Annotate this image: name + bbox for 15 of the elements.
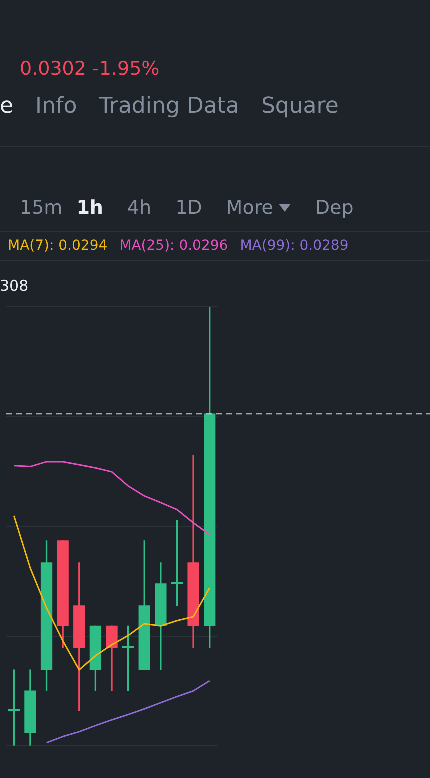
text: 308 <box>0 277 29 295</box>
text: 1h <box>76 197 104 219</box>
text: 1D <box>176 197 202 219</box>
text: 15m <box>20 197 63 219</box>
text: Info <box>36 94 78 121</box>
text: Trading Data <box>99 94 240 121</box>
text: MA(7): 0.0294 <box>8 238 108 254</box>
text: MA(99): 0.0289 <box>240 238 349 254</box>
text: e <box>0 94 14 121</box>
text: 4h <box>127 197 152 219</box>
text: Square <box>261 94 339 121</box>
text: More <box>226 197 274 219</box>
text: Dep <box>315 197 354 219</box>
text: MA(25): 0.0296 <box>120 238 228 254</box>
text: 0.0302 -1.95% <box>20 58 160 80</box>
